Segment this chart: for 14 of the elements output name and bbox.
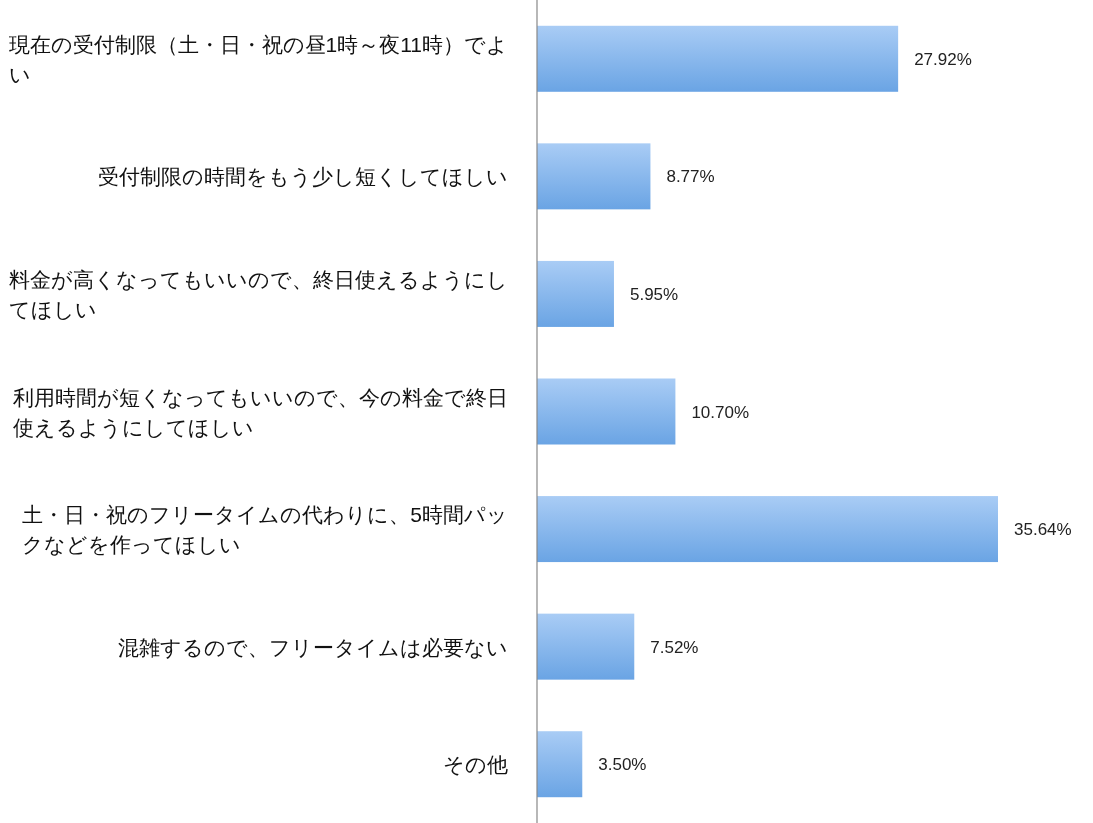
- data-label: 5.95%: [629, 284, 679, 304]
- data-label: 3.50%: [598, 755, 647, 775]
- y-tick-label: その他: [443, 753, 508, 777]
- y-tick-label: 混雑するので、フリータイムは必要ない: [118, 635, 508, 659]
- data-label: 35.64%: [1014, 520, 1072, 540]
- y-tick-label: 利用時間が短くなってもいいので、今の料金で終日使えるようにしてほしい: [13, 385, 508, 439]
- data-label: 10.70%: [691, 402, 750, 422]
- data-label: 27.92%: [914, 49, 972, 69]
- y-tick-label: 現在の受付制限（土・日・祝の昼1時～夜11時）でよい: [8, 32, 508, 86]
- y-tick-label: 料金が高くなってもいいので、終日使えるようにしてほしい: [9, 267, 508, 321]
- y-tick-label: 受付制限の時間をもう少し短くしてほしい: [98, 165, 508, 189]
- data-label: 7.52%: [650, 637, 699, 657]
- y-tick-label: 土・日・祝のフリータイムの代わりに、5時間パックなどを作ってほしい: [22, 503, 508, 557]
- data-label: 8.77%: [666, 167, 715, 187]
